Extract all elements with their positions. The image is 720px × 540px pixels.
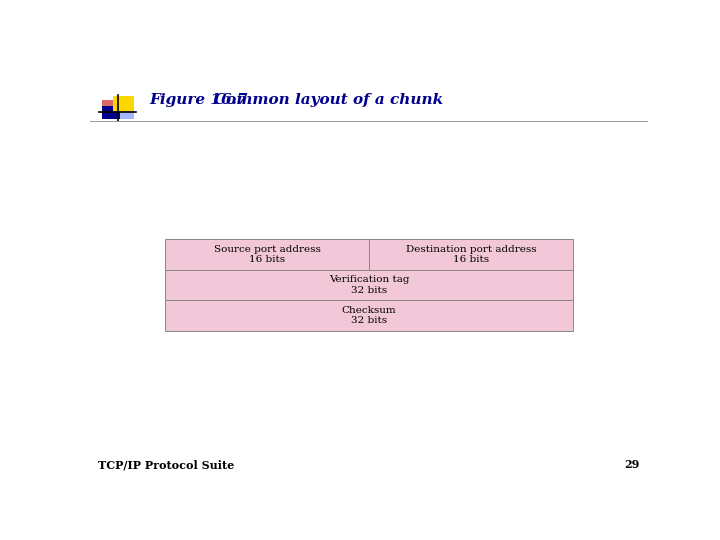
- Bar: [166, 300, 572, 331]
- Bar: [114, 110, 133, 119]
- Text: TCP/IP Protocol Suite: TCP/IP Protocol Suite: [99, 459, 235, 470]
- Text: Common layout of a chunk: Common layout of a chunk: [214, 93, 443, 107]
- Bar: [102, 100, 118, 111]
- Bar: [114, 97, 133, 111]
- Bar: [166, 270, 572, 300]
- Text: Verification tag
32 bits: Verification tag 32 bits: [329, 275, 409, 295]
- Text: Checksum
32 bits: Checksum 32 bits: [342, 306, 396, 326]
- Bar: [166, 239, 369, 270]
- Bar: [369, 239, 572, 270]
- Text: Source port address
16 bits: Source port address 16 bits: [214, 245, 320, 265]
- Text: Figure 16.7: Figure 16.7: [150, 93, 269, 107]
- Text: Destination port address
16 bits: Destination port address 16 bits: [405, 245, 536, 265]
- Bar: [102, 105, 120, 119]
- Text: 29: 29: [624, 459, 639, 470]
